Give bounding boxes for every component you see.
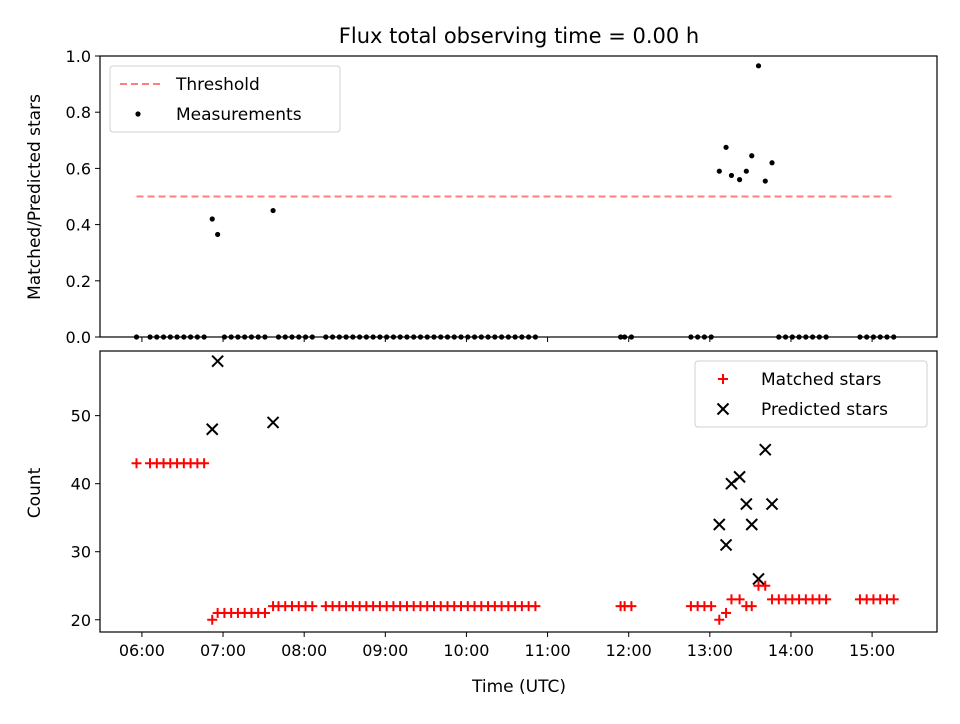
top-series-0-point	[728, 172, 735, 179]
top-series-0-point	[723, 144, 729, 150]
bottom-series-0-point	[821, 594, 832, 605]
xtick-label: 09:00	[362, 641, 408, 660]
top-ylabel: Matched/Predicted stars	[25, 94, 45, 300]
top-series-0-point	[743, 168, 749, 174]
bottom-series-1-point	[752, 572, 765, 586]
bottom-series-0-point	[530, 601, 541, 612]
bottom-legend-label: Matched stars	[761, 370, 881, 390]
top-series-0-point	[270, 207, 276, 214]
bottom-series-0-point	[760, 580, 771, 591]
bottom-series-1-point	[719, 538, 733, 552]
top-ytick-label: 0.6	[66, 159, 91, 178]
bottom-legend-handle	[718, 374, 728, 384]
bottom-series-0-point	[207, 614, 218, 625]
bottom-axes-frame	[99, 350, 938, 633]
top-series-0-point	[716, 168, 722, 174]
bottom-series-1-point	[745, 518, 758, 531]
bottom-legend-box	[694, 360, 928, 428]
bottom-ytick-label: 20	[71, 611, 91, 630]
top-ytick-label: 0.2	[66, 272, 91, 291]
bottom-ytick-label: 30	[71, 543, 91, 562]
xtick-label: 14:00	[768, 641, 814, 660]
bottom-series-0-point	[706, 601, 717, 612]
bottom-series-1-point	[765, 497, 779, 511]
top-legend-box	[109, 65, 341, 133]
bottom-series-1-point	[733, 470, 746, 484]
top-series-0-point	[209, 216, 215, 222]
top-legend-label: Measurements	[176, 105, 302, 125]
bottom-series-0-point	[734, 594, 745, 605]
top-series-0-point	[755, 63, 762, 69]
bottom-legend-handle	[716, 402, 730, 416]
bottom-ytick-label: 50	[71, 407, 91, 426]
top-series-0-point	[749, 153, 755, 159]
top-ytick-label: 1.0	[66, 47, 91, 66]
xtick-label: 06:00	[119, 641, 165, 660]
top-ytick-label: 0.4	[66, 216, 91, 235]
bottom-series-0-point	[888, 594, 899, 605]
top-legend-handle	[135, 111, 141, 117]
bottom-marks	[131, 354, 899, 625]
xtick-label: 13:00	[687, 641, 733, 660]
top-series-0-point	[769, 160, 775, 166]
top-legend-label: Threshold	[175, 75, 260, 95]
bottom-series-1-point	[266, 416, 280, 429]
xtick-label: 12:00	[606, 641, 652, 660]
bottom-series-0-point	[199, 458, 210, 469]
chart-title: Flux total observing time = 0.00 h	[339, 24, 699, 48]
bottom-series-1-point	[206, 423, 219, 436]
top-panel: 0.0 0.2 0.4 0.6 0.8 1.0 Matched/Predicted sta…	[25, 47, 938, 347]
bottom-legend-label: Predicted stars	[761, 400, 888, 420]
top-series-0-point	[762, 178, 768, 184]
bottom-legend: Matched stars Predicted stars	[694, 360, 928, 428]
top-legend: Threshold Measurements	[109, 65, 341, 133]
bottom-xlabel: Time (UTC)	[471, 677, 566, 697]
bottom-ylabel: Count	[25, 467, 45, 518]
top-axes-frame	[99, 55, 938, 338]
bottom-series-0-point	[307, 601, 318, 612]
bottom-ytick-label: 40	[71, 475, 91, 494]
top-series-0-point	[736, 177, 743, 183]
bottom-series-1-point	[211, 354, 224, 368]
xtick-label: 08:00	[281, 641, 327, 660]
top-ytick-label: 0.0	[66, 328, 91, 347]
bottom-series-0-point	[746, 601, 757, 612]
xtick-label: 07:00	[200, 641, 246, 660]
bottom-panel: 20 30 40 50 06:00 07:00 08:00 09:00 10:00 11:00 12…	[25, 350, 938, 697]
top-ytick-label: 0.8	[66, 103, 91, 122]
xtick-label: 11:00	[525, 641, 571, 660]
bottom-series-1-point	[759, 443, 772, 456]
bottom-series-0-point	[714, 614, 725, 625]
top-series-0-point	[215, 231, 221, 238]
xtick-label: 10:00	[443, 641, 489, 660]
bottom-series-0-point	[626, 601, 637, 612]
bottom-series-0-point	[259, 607, 270, 618]
bottom-series-1-point	[713, 518, 726, 531]
xtick-label: 15:00	[849, 641, 895, 660]
bottom-series-0-point	[131, 458, 142, 469]
bottom-series-1-point	[740, 497, 753, 511]
bottom-series-0-point	[721, 607, 732, 618]
